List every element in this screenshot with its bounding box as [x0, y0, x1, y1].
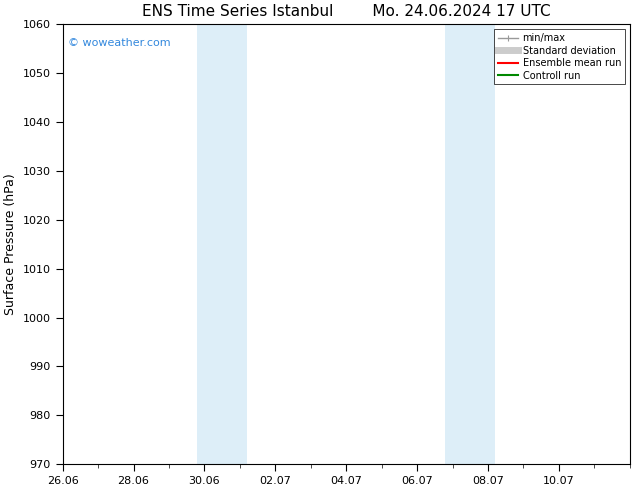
Legend: min/max, Standard deviation, Ensemble mean run, Controll run: min/max, Standard deviation, Ensemble me… [495, 29, 625, 84]
Title: ENS Time Series Istanbul        Mo. 24.06.2024 17 UTC: ENS Time Series Istanbul Mo. 24.06.2024 … [142, 4, 550, 19]
Bar [197, 24, 247, 464]
Text: © woweather.com: © woweather.com [68, 38, 171, 48]
Y-axis label: Surface Pressure (hPa): Surface Pressure (hPa) [4, 173, 17, 315]
Bar [446, 24, 495, 464]
